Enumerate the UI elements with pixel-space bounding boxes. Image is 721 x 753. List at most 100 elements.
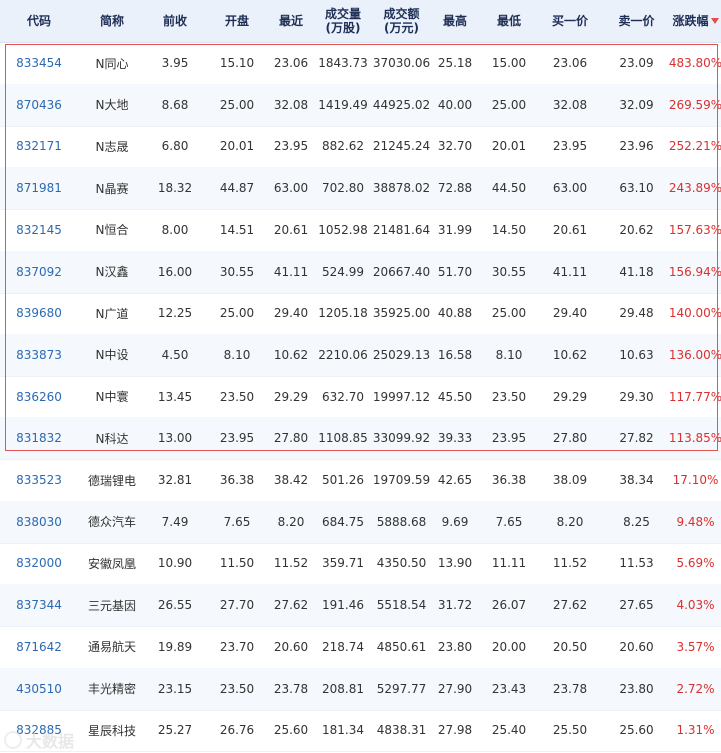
cell-name[interactable]: 通易航天 [87,640,136,655]
cell-name[interactable]: 安徽凤凰 [87,556,136,571]
cell-code[interactable]: 839680 [16,306,62,321]
cell-low: 26.07 [491,598,527,613]
cell-code[interactable]: 833523 [16,473,62,487]
cell-code[interactable]: 871981 [16,181,62,196]
cell-amount: 4350.50 [376,556,427,571]
cell-change: 3.57% [676,639,715,654]
cell-name[interactable]: N汉鑫 [95,265,129,279]
header-amount[interactable]: 成交额 (万元) [383,7,420,35]
cell-code[interactable]: 871642 [16,639,62,654]
table-row[interactable]: 871981 N晶赛 18.32 44.87 63.00 702.80 38878.02 72… [0,167,721,211]
cell-prev-close: 6.80 [161,139,189,154]
header-low[interactable]: 最低 [496,14,521,28]
table-row[interactable]: 833523 德瑞锂电 32.81 36.38 38.42 501.26 19709.59 4… [0,459,721,502]
cell-name[interactable]: 星辰科技 [87,723,136,738]
cell-name[interactable]: 丰光精密 [87,682,136,696]
cell-change: 269.59% [668,97,721,112]
table-row[interactable]: 832171 N志晟 6.80 20.01 23.95 882.62 21245.24 32.… [0,125,721,169]
cell-amount: 25029.13 [372,347,431,362]
table-row[interactable]: 832885 星辰科技 25.27 26.76 25.60 181.34 4838.31 27… [0,709,721,753]
cell-code[interactable]: 831832 [16,431,62,446]
cell-open: 26.76 [219,723,255,738]
cell-sell1: 11.53 [619,556,654,571]
cell-code[interactable]: 832885 [16,723,62,738]
cell-amount: 35925.00 [372,306,431,321]
cell-code[interactable]: 833873 [16,347,62,362]
cell-prev-close: 23.15 [157,681,193,696]
table-header: 代码 简称 前收 开盘 最近 成交量 (万股) 成交额 (万元) 最高 最低 买… [0,0,721,43]
cell-open: 30.55 [219,264,255,279]
cell-open: 44.87 [219,181,255,196]
cell-high: 40.88 [437,306,473,321]
header-buy1[interactable]: 买一价 [551,14,588,28]
cell-name[interactable]: N同心 [95,56,129,71]
header-high[interactable]: 最高 [442,14,467,28]
cell-name[interactable]: 德瑞锂电 [87,473,136,488]
header-change[interactable]: 涨跌幅 [670,0,721,42]
cell-name[interactable]: N志晟 [95,139,129,154]
cell-low: 36.38 [491,473,527,487]
cell-change: 156.94% [668,264,721,279]
table-row[interactable]: 831832 N科达 13.00 23.95 27.80 1108.85 33099.92 3… [0,417,721,461]
cell-name[interactable]: N大地 [95,98,129,113]
table-row[interactable]: 833873 N中设 4.50 8.10 10.62 2210.06 25029.13 16.… [0,333,721,377]
cell-name[interactable]: 三元基因 [87,598,136,613]
table-row[interactable]: 832145 N恒合 8.00 14.51 20.61 1052.98 21481.64 31… [0,209,721,252]
table-row[interactable]: 833454 N同心 3.95 15.10 23.06 1843.73 37030.06 25… [0,42,721,85]
table-row[interactable]: 832000 安徽凤凰 10.90 11.50 11.52 359.71 4350.50 13… [0,542,721,586]
cell-high: 25.18 [437,56,473,70]
cell-last: 29.29 [273,389,309,404]
cell-code[interactable]: 832145 [16,222,62,237]
table-row[interactable]: 430510 丰光精密 23.15 23.50 23.78 208.81 5297.77 27… [0,667,721,711]
cell-buy1: 38.09 [552,473,588,487]
header-sell1[interactable]: 卖一价 [618,14,655,28]
table-row[interactable]: 837344 三元基因 26.55 27.70 27.62 191.46 5518.54 31… [0,584,721,628]
cell-prev-close: 10.90 [157,556,193,571]
header-volume[interactable]: 成交量 (万股) [324,7,361,35]
cell-buy1: 27.80 [552,431,588,446]
header-code[interactable]: 代码 [26,14,51,28]
cell-name[interactable]: N中设 [95,348,129,363]
cell-name[interactable]: N中寰 [95,390,129,405]
cell-code[interactable]: 832171 [16,139,62,154]
cell-open: 36.38 [219,473,255,487]
cell-name[interactable]: N广道 [95,306,129,321]
cell-code[interactable]: 870436 [16,97,62,112]
cell-code[interactable]: 837344 [16,598,62,613]
cell-low: 20.00 [491,639,527,654]
cell-code[interactable]: 833454 [16,56,62,70]
cell-code[interactable]: 837092 [16,264,62,279]
table-row[interactable]: 870436 N大地 8.68 25.00 32.08 1419.49 44925.02 40… [0,83,721,127]
cell-open: 27.70 [219,598,255,613]
cell-code[interactable]: 836260 [16,389,62,404]
cell-code[interactable]: 832000 [16,556,62,571]
cell-low: 11.11 [491,556,527,571]
table-row[interactable]: 837092 N汉鑫 16.00 30.55 41.11 524.99 20667.40 51… [0,250,721,294]
cell-name[interactable]: N恒合 [95,223,129,238]
table-row[interactable]: 838030 德众汽车 7.49 7.65 8.20 684.75 5888.68 9.69 7… [0,500,721,544]
cell-volume: 1843.73 [318,56,368,70]
header-name[interactable]: 简称 [99,14,124,28]
cell-name[interactable]: 德众汽车 [87,515,136,530]
cell-low: 8.10 [495,347,523,362]
cell-open: 23.95 [219,431,255,446]
cell-prev-close: 4.50 [161,347,189,362]
table-row[interactable]: 836260 N中寰 13.45 23.50 29.29 632.70 19997.12 45… [0,376,721,419]
cell-change: 9.48% [676,514,715,529]
cell-prev-close: 19.89 [157,639,193,654]
cell-change: 17.10% [672,473,719,487]
header-last[interactable]: 最近 [278,14,303,28]
header-open[interactable]: 开盘 [224,14,249,28]
cell-high: 72.88 [437,181,473,196]
table-row[interactable]: 871642 通易航天 19.89 23.70 20.60 218.74 4850.61 23… [0,626,721,669]
cell-code[interactable]: 430510 [16,681,62,696]
cell-change: 113.85% [668,431,721,446]
cell-buy1: 8.20 [556,514,584,529]
header-prev-close[interactable]: 前收 [162,14,187,28]
cell-last: 23.06 [273,56,309,70]
table-row[interactable]: 839680 N广道 12.25 25.00 29.40 1205.18 35925.00 4… [0,292,721,336]
cell-volume: 524.99 [322,264,364,279]
cell-name[interactable]: N晶赛 [95,181,129,196]
cell-name[interactable]: N科达 [95,431,129,446]
cell-code[interactable]: 838030 [16,514,62,529]
